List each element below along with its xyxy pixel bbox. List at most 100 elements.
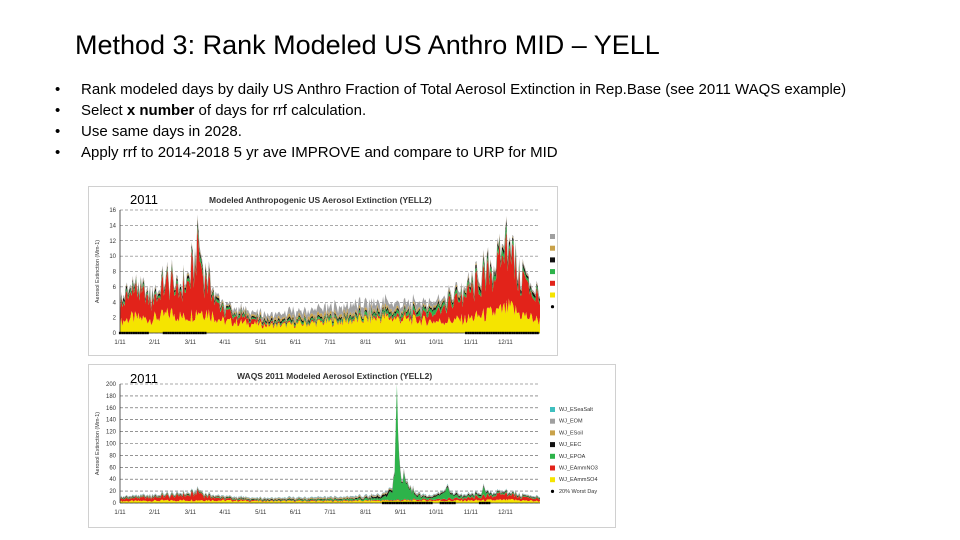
x-tick-label: 8/11 [360, 340, 372, 346]
bullet-item: • Use same days in 2028. [55, 121, 846, 142]
worst-day-marker [125, 331, 129, 335]
worst-day-marker [407, 501, 410, 505]
worst-day-marker [476, 331, 479, 335]
legend-swatch [550, 465, 555, 471]
worst-day-marker [421, 501, 424, 505]
x-tick-label: 4/11 [219, 340, 231, 346]
worst-day-marker [144, 331, 147, 335]
worst-day-marker [162, 331, 165, 335]
worst-day-marker [522, 331, 525, 335]
legend-label: WJ_EAmmSO4 [559, 477, 598, 483]
legend-swatch [550, 477, 555, 483]
x-tick-label: 9/11 [395, 340, 407, 346]
chart-svg: 0 20 40 60 80 100 120 140 160 180 200 1/11 2/11 3/11 4… [88, 364, 616, 528]
worst-day-marker [181, 331, 184, 335]
legend-swatch [550, 407, 555, 412]
y-tick-label: 180 [106, 394, 117, 400]
worst-day-marker [465, 331, 468, 335]
y-tick-label: 60 [109, 465, 116, 471]
y-tick-label: 8 [113, 270, 117, 276]
x-tick-label: 9/11 [395, 510, 407, 516]
bullet-text: of days for rrf calculation. [194, 102, 367, 119]
y-axis-label: Aerosol Extinction (Mm-1) [95, 412, 101, 475]
y-tick-label: 40 [109, 477, 116, 483]
worst-day-marker [398, 501, 401, 505]
worst-day-marker [167, 331, 170, 335]
worst-day-marker [485, 331, 489, 335]
worst-day-marker [423, 501, 426, 505]
worst-day-marker [195, 331, 198, 335]
x-tick-label: 7/11 [324, 510, 336, 516]
worst-day-marker [467, 331, 470, 335]
legend-swatch [550, 418, 555, 424]
worst-day-marker [483, 501, 486, 505]
worst-day-marker [384, 501, 387, 505]
worst-day-marker [137, 331, 140, 335]
worst-day-marker [118, 331, 122, 335]
worst-day-marker [478, 331, 482, 335]
bullet-text: Apply rrf to 2014-2018 5 yr ave IMPROVE … [81, 144, 558, 161]
worst-day-marker [169, 331, 172, 335]
worst-day-marker [439, 501, 442, 505]
worst-day-marker [495, 331, 498, 335]
y-tick-label: 140 [106, 418, 117, 424]
worst-day-marker [511, 331, 514, 335]
chart-title: WAQS 2011 Modeled Aerosol Extinction (YE… [237, 371, 432, 381]
x-tick-label: 1/11 [114, 510, 126, 516]
legend-swatch [550, 245, 555, 251]
bullet-dot-icon: • [55, 144, 61, 161]
x-tick-label: 5/11 [255, 340, 267, 346]
bullet-dot-icon: • [55, 123, 61, 140]
series-area-wj-eammso4 [120, 498, 540, 503]
worst-day-marker [418, 501, 422, 505]
worst-day-marker [199, 331, 202, 335]
worst-day-marker [135, 331, 138, 335]
x-tick-label: 7/11 [324, 340, 336, 346]
x-tick-label: 12/11 [498, 510, 513, 516]
y-tick-label: 160 [106, 406, 117, 412]
x-tick-label: 2/11 [149, 340, 161, 346]
worst-day-marker [395, 501, 399, 505]
chart-svg: 0 2 4 6 8 10 12 14 16 1/11 2/11 3/11 4/11 5/11 6/11 7/1… [88, 186, 558, 356]
worst-day-marker [485, 501, 489, 505]
worst-day-marker [416, 501, 419, 505]
worst-day-marker [474, 331, 477, 335]
worst-day-marker [185, 331, 189, 335]
worst-day-marker [478, 501, 482, 505]
x-tick-label: 2/11 [149, 510, 161, 516]
bullet-item: • Rank modeled days by daily US Anthro Fr… [55, 79, 846, 100]
worst-day-marker [525, 331, 528, 335]
legend-swatch [550, 269, 555, 275]
legend-swatch [550, 442, 555, 448]
worst-day-marker [386, 501, 389, 505]
bullet-text: Use same days in 2028. [81, 123, 242, 140]
x-tick-label: 10/11 [429, 510, 444, 516]
legend-label: WJ_ESoil [559, 430, 583, 436]
worst-day-marker [515, 331, 519, 335]
worst-day-marker [201, 331, 205, 335]
y-tick-label: 2 [113, 316, 117, 322]
x-tick-label: 12/11 [498, 340, 513, 346]
worst-day-marker [492, 331, 495, 335]
worst-day-marker [471, 331, 475, 335]
x-tick-label: 8/11 [360, 510, 372, 516]
chart-overlay-label: 2011 [130, 371, 158, 386]
bullet-bold-text: x number [126, 102, 195, 119]
worst-day-marker [411, 501, 415, 505]
legend-swatch [550, 292, 555, 298]
worst-day-marker [428, 501, 431, 505]
worst-day-marker [508, 331, 512, 335]
worst-day-marker [381, 501, 385, 505]
x-tick-label: 6/11 [290, 340, 302, 346]
legend-label: 20% Worst Day [559, 489, 597, 495]
x-tick-label: 11/11 [464, 510, 479, 516]
worst-day-marker [405, 501, 408, 505]
worst-day-marker [393, 501, 396, 505]
x-tick-label: 3/11 [185, 510, 197, 516]
bullet-text: Select [81, 102, 127, 119]
worst-day-marker [490, 331, 493, 335]
worst-day-marker [497, 331, 500, 335]
legend-marker [550, 489, 555, 493]
worst-day-marker [192, 331, 195, 335]
worst-day-marker [481, 331, 484, 335]
